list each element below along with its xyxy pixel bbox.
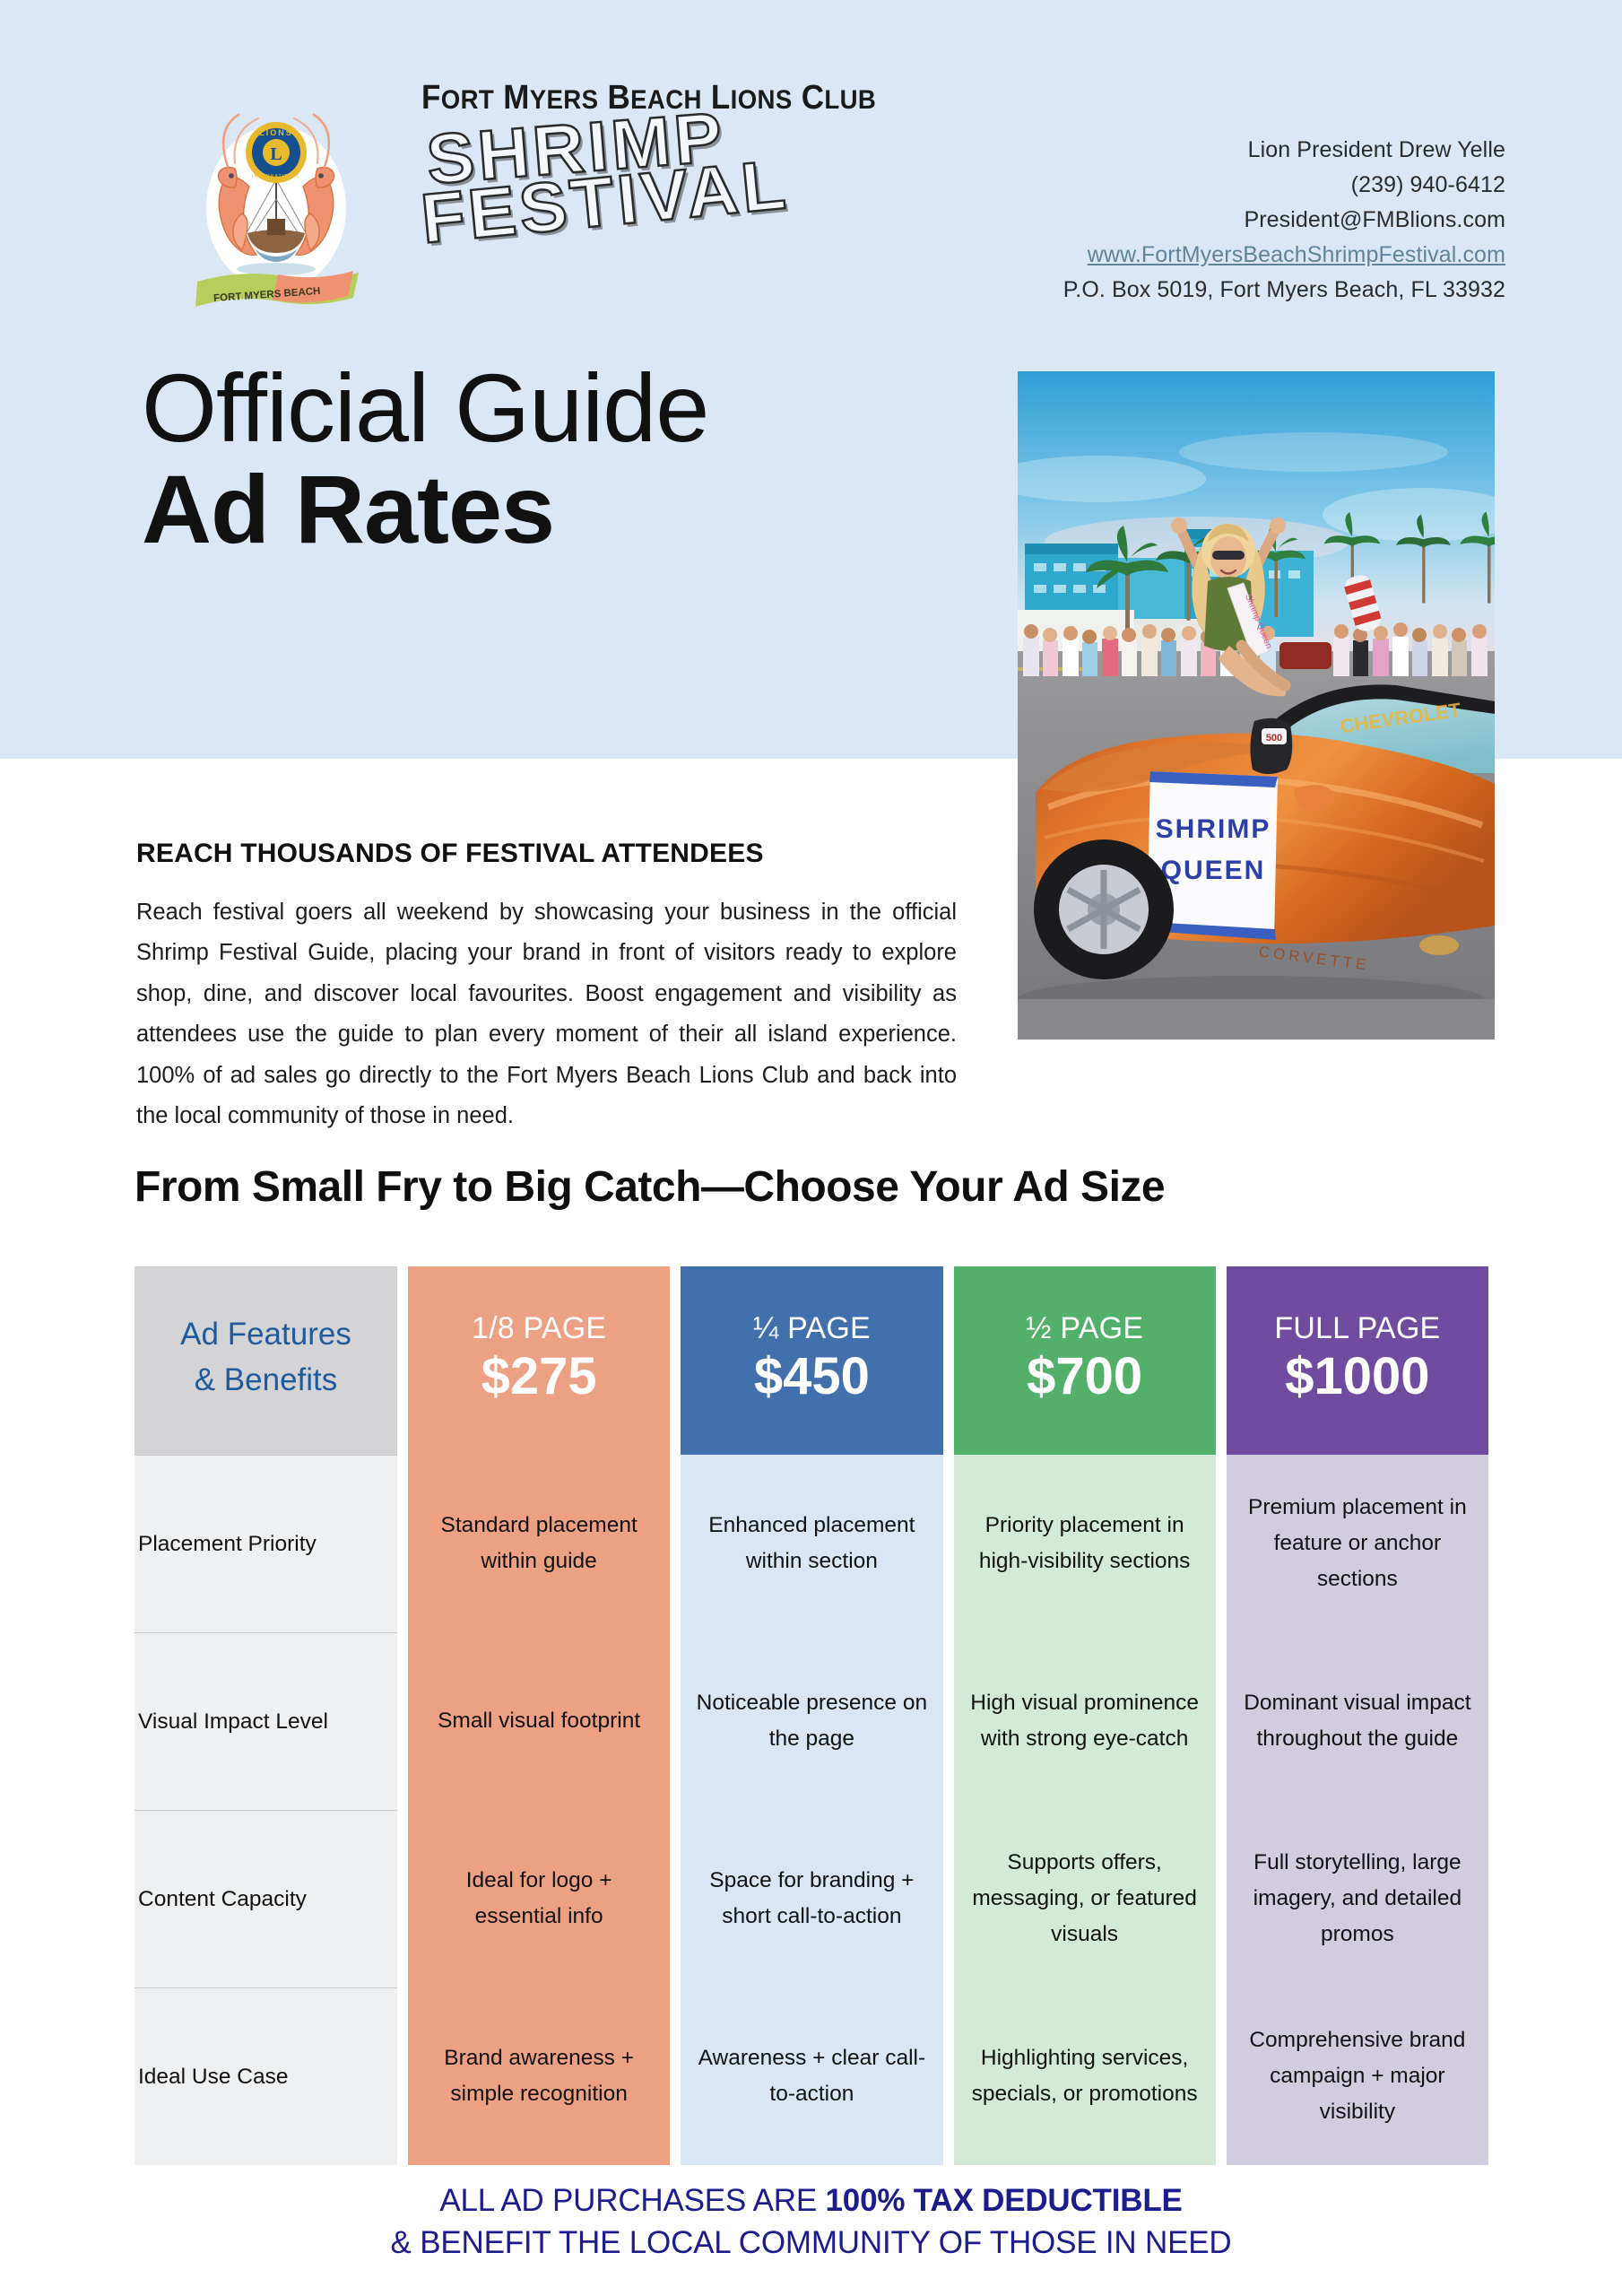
- price-quarter-page: $450: [753, 1347, 870, 1406]
- cell-full-visual: Dominant visual impact throughout the gu…: [1226, 1632, 1488, 1810]
- cell-eighth-visual: Small visual footprint: [408, 1632, 671, 1810]
- size-label-half-page: ½ PAGE: [1026, 1311, 1144, 1346]
- contact-website-link[interactable]: www.FortMyersBeachShrimpFestival.com: [1087, 242, 1505, 267]
- front-wheel: [1034, 839, 1174, 979]
- pitch-heading: REACH THOUSANDS OF FESTIVAL ATTENDEES: [136, 839, 764, 868]
- column-header-half-page: ½ PAGE $700: [953, 1266, 1216, 1455]
- footer-line-1-bold: 100% TAX DEDUCTIBLE: [825, 2183, 1183, 2218]
- svg-text:L: L: [270, 144, 282, 164]
- contact-president: Lion President Drew Yelle: [1247, 137, 1505, 162]
- cell-full-content: Full storytelling, large imagery, and de…: [1226, 1810, 1488, 1987]
- features-header-line-1: Ad Features: [180, 1317, 351, 1352]
- page-title-line-1: Official Guide: [142, 353, 709, 462]
- logo-ribbon: FORT MYERS BEACH: [195, 271, 359, 307]
- pitch-section: REACH THOUSANDS OF FESTIVAL ATTENDEES Re…: [136, 839, 957, 1136]
- contact-email[interactable]: President@FMBlions.com: [1244, 207, 1505, 232]
- contact-address: P.O. Box 5019, Fort Myers Beach, FL 3393…: [1063, 277, 1505, 302]
- cell-quarter-placement: Enhanced placement within section: [681, 1455, 943, 1632]
- features-header-line-2: & Benefits: [194, 1362, 338, 1397]
- page-title-line-2: Ad Rates: [142, 455, 555, 564]
- feature-label-row-3: Ideal Use Case: [134, 1987, 397, 2165]
- cell-half-visual: High visual prominence with strong eye-c…: [953, 1632, 1216, 1810]
- pitch-body: Reach festival goers all weekend by show…: [136, 900, 957, 1128]
- svg-text:INTERNATIONAL: INTERNATIONAL: [252, 174, 300, 179]
- ad-size-section-heading: From Small Fry to Big Catch—Choose Your …: [134, 1163, 1166, 1211]
- banner-line-1: SHRIMP: [1156, 814, 1271, 844]
- column-header-eighth-page: 1/8 PAGE $275: [408, 1266, 671, 1455]
- cell-eighth-placement: Standard placement within guide: [408, 1455, 671, 1632]
- cell-half-content: Supports offers, messaging, or featured …: [953, 1810, 1216, 1987]
- tax-deductible-footer: ALL AD PURCHASES ARE 100% TAX DEDUCTIBLE…: [0, 2179, 1622, 2265]
- footer-line-2: & BENEFIT THE LOCAL COMMUNITY OF THOSE I…: [390, 2225, 1232, 2261]
- contact-block: Lion President Drew Yelle (239) 940-6412…: [1063, 133, 1505, 308]
- parade-crowd: [1023, 575, 1488, 676]
- shrimp-festival-logo: L LIONS INTERNATIONAL FORT MYERS BEACH: [142, 56, 411, 325]
- column-header-features: Ad Features & Benefits: [134, 1266, 397, 1455]
- page-title: Official Guide Ad Rates: [142, 353, 949, 564]
- lions-emblem: L LIONS INTERNATIONAL: [246, 122, 307, 183]
- festival-wordmark: SHRIMP FESTIVAL: [417, 96, 798, 268]
- table-column-quarter-page[interactable]: ¼ PAGE $450 Enhanced placement within se…: [681, 1266, 943, 2165]
- cell-quarter-usecase: Awareness + clear call-to-action: [681, 1987, 943, 2165]
- price-full-page: $1000: [1285, 1347, 1430, 1406]
- cell-full-usecase: Comprehensive brand campaign + major vis…: [1226, 1987, 1488, 2165]
- shrimp-queen-banner: SHRIMP QUEEN: [1147, 771, 1278, 940]
- footer-line-1-prefix: ALL AD PURCHASES ARE: [439, 2183, 826, 2218]
- column-header-full-page: FULL PAGE $1000: [1226, 1266, 1488, 1455]
- brand-lockup: FORT MYERS BEACH LIONS CLUB SHRIMP FESTI…: [417, 79, 977, 268]
- banner-line-2: QUEEN: [1161, 856, 1266, 885]
- table-column-eighth-page[interactable]: 1/8 PAGE $275 Standard placement within …: [408, 1266, 671, 2165]
- price-eighth-page: $275: [481, 1347, 597, 1406]
- shrimp-boat: [247, 165, 306, 262]
- svg-text:LIONS: LIONS: [259, 128, 293, 137]
- size-label-full-page: FULL PAGE: [1274, 1311, 1441, 1346]
- shrimp-queen-parade-photo: Shrimp Queen CHEVROLET: [1018, 371, 1495, 1039]
- orange-corvette: CHEVROLET 500: [1034, 684, 1495, 979]
- contact-phone[interactable]: (239) 940-6412: [1350, 172, 1505, 197]
- cell-eighth-content: Ideal for logo + essential info: [408, 1810, 671, 1987]
- cell-half-placement: Priority placement in high-visibility se…: [953, 1455, 1216, 1632]
- size-label-quarter-page: ¼ PAGE: [752, 1311, 871, 1346]
- column-header-quarter-page: ¼ PAGE $450: [681, 1266, 943, 1455]
- feature-label-row-0: Placement Priority: [134, 1455, 397, 1632]
- logo-artwork: L LIONS INTERNATIONAL FORT MYERS BEACH: [195, 113, 359, 307]
- feature-label-row-2: Content Capacity: [134, 1810, 397, 1987]
- parade-photo-illustration: Shrimp Queen CHEVROLET: [1018, 371, 1495, 1039]
- footer-line-1: ALL AD PURCHASES ARE 100% TAX DEDUCTIBLE: [0, 2179, 1622, 2222]
- shrimp-queen-figure: Shrimp Queen: [1171, 517, 1291, 697]
- club-name: FORT MYERS BEACH LIONS CLUB: [421, 79, 877, 117]
- feature-label-row-1: Visual Impact Level: [134, 1632, 397, 1810]
- table-column-full-page[interactable]: FULL PAGE $1000 Premium placement in fea…: [1226, 1266, 1488, 2165]
- seat-badge-500: 500: [1266, 733, 1282, 744]
- cell-quarter-visual: Noticeable presence on the page: [681, 1632, 943, 1810]
- cell-full-placement: Premium placement in feature or anchor s…: [1226, 1455, 1488, 1632]
- table-column-features: Ad Features & Benefits Placement Priorit…: [134, 1266, 397, 2165]
- cell-quarter-content: Space for branding + short call-to-actio…: [681, 1810, 943, 1987]
- table-column-half-page[interactable]: ½ PAGE $700 Priority placement in high-v…: [953, 1266, 1216, 2165]
- price-half-page: $700: [1027, 1347, 1143, 1406]
- ad-rate-comparison-table: Ad Features & Benefits Placement Priorit…: [134, 1266, 1488, 2165]
- cell-eighth-usecase: Brand awareness + simple recognition: [408, 1987, 671, 2165]
- size-label-eighth-page: 1/8 PAGE: [471, 1311, 607, 1346]
- cell-half-usecase: Highlighting services, specials, or prom…: [953, 1987, 1216, 2165]
